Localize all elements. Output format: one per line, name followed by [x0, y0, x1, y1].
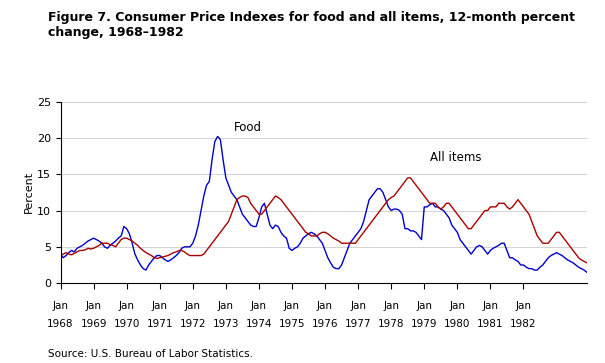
- Text: Jan: Jan: [383, 301, 399, 311]
- Text: All items: All items: [430, 151, 481, 164]
- Text: Jan: Jan: [53, 301, 68, 311]
- Text: 1970: 1970: [114, 319, 140, 330]
- Text: Jan: Jan: [416, 301, 432, 311]
- Text: 1976: 1976: [312, 319, 338, 330]
- Text: Jan: Jan: [119, 301, 135, 311]
- Text: 1981: 1981: [477, 319, 503, 330]
- Text: Jan: Jan: [482, 301, 499, 311]
- Text: 1971: 1971: [146, 319, 173, 330]
- Text: Jan: Jan: [251, 301, 267, 311]
- Text: 1968: 1968: [47, 319, 74, 330]
- Text: 1977: 1977: [345, 319, 371, 330]
- Text: 1975: 1975: [279, 319, 306, 330]
- Text: 1979: 1979: [411, 319, 437, 330]
- Text: 1974: 1974: [246, 319, 272, 330]
- Text: 1972: 1972: [180, 319, 206, 330]
- Text: 1978: 1978: [378, 319, 404, 330]
- Text: 1969: 1969: [80, 319, 107, 330]
- Text: 1973: 1973: [212, 319, 239, 330]
- Text: Jan: Jan: [317, 301, 333, 311]
- Text: Food: Food: [234, 121, 262, 134]
- Text: Jan: Jan: [185, 301, 201, 311]
- Text: Figure 7. Consumer Price Indexes for food and all items, 12-month percent
change: Figure 7. Consumer Price Indexes for foo…: [48, 11, 575, 39]
- Text: Jan: Jan: [152, 301, 168, 311]
- Text: 1982: 1982: [510, 319, 537, 330]
- Text: Jan: Jan: [350, 301, 366, 311]
- Y-axis label: Percent: Percent: [24, 171, 34, 213]
- Text: Jan: Jan: [515, 301, 531, 311]
- Text: Source: U.S. Bureau of Labor Statistics.: Source: U.S. Bureau of Labor Statistics.: [48, 349, 253, 359]
- Text: Jan: Jan: [85, 301, 102, 311]
- Text: Jan: Jan: [284, 301, 300, 311]
- Text: 1980: 1980: [444, 319, 471, 330]
- Text: Jan: Jan: [218, 301, 234, 311]
- Text: Jan: Jan: [450, 301, 465, 311]
